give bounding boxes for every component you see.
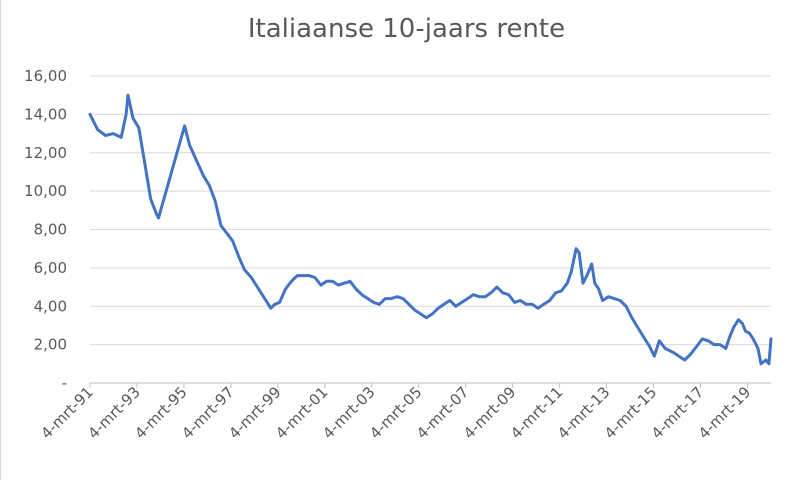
y-tick-label: - [62,374,67,392]
y-tick-label: 14,00 [24,105,67,123]
x-axis-tick-labels: 4-mrt-914-mrt-934-mrt-954-mrt-974-mrt-99… [37,383,754,443]
y-axis-tick-labels: - 2,00 4,00 6,00 8,00 10,00 12,00 14,00 16,00 [24,67,67,392]
y-tick-label: 10,00 [24,182,67,200]
y-tick-label: 6,00 [34,259,67,277]
x-tick-label: 4-mrt-19 [695,383,754,442]
y-tick-label: 8,00 [34,221,67,239]
gridlines [90,75,771,384]
series-line [88,93,773,366]
chart-title: Italiaanse 10-jaars rente [247,14,566,44]
y-tick-label: 2,00 [34,336,67,354]
y-tick-label: 12,00 [24,144,67,162]
y-tick-label: 16,00 [24,67,67,85]
y-tick-label: 4,00 [34,297,67,315]
series-lines [88,93,773,366]
